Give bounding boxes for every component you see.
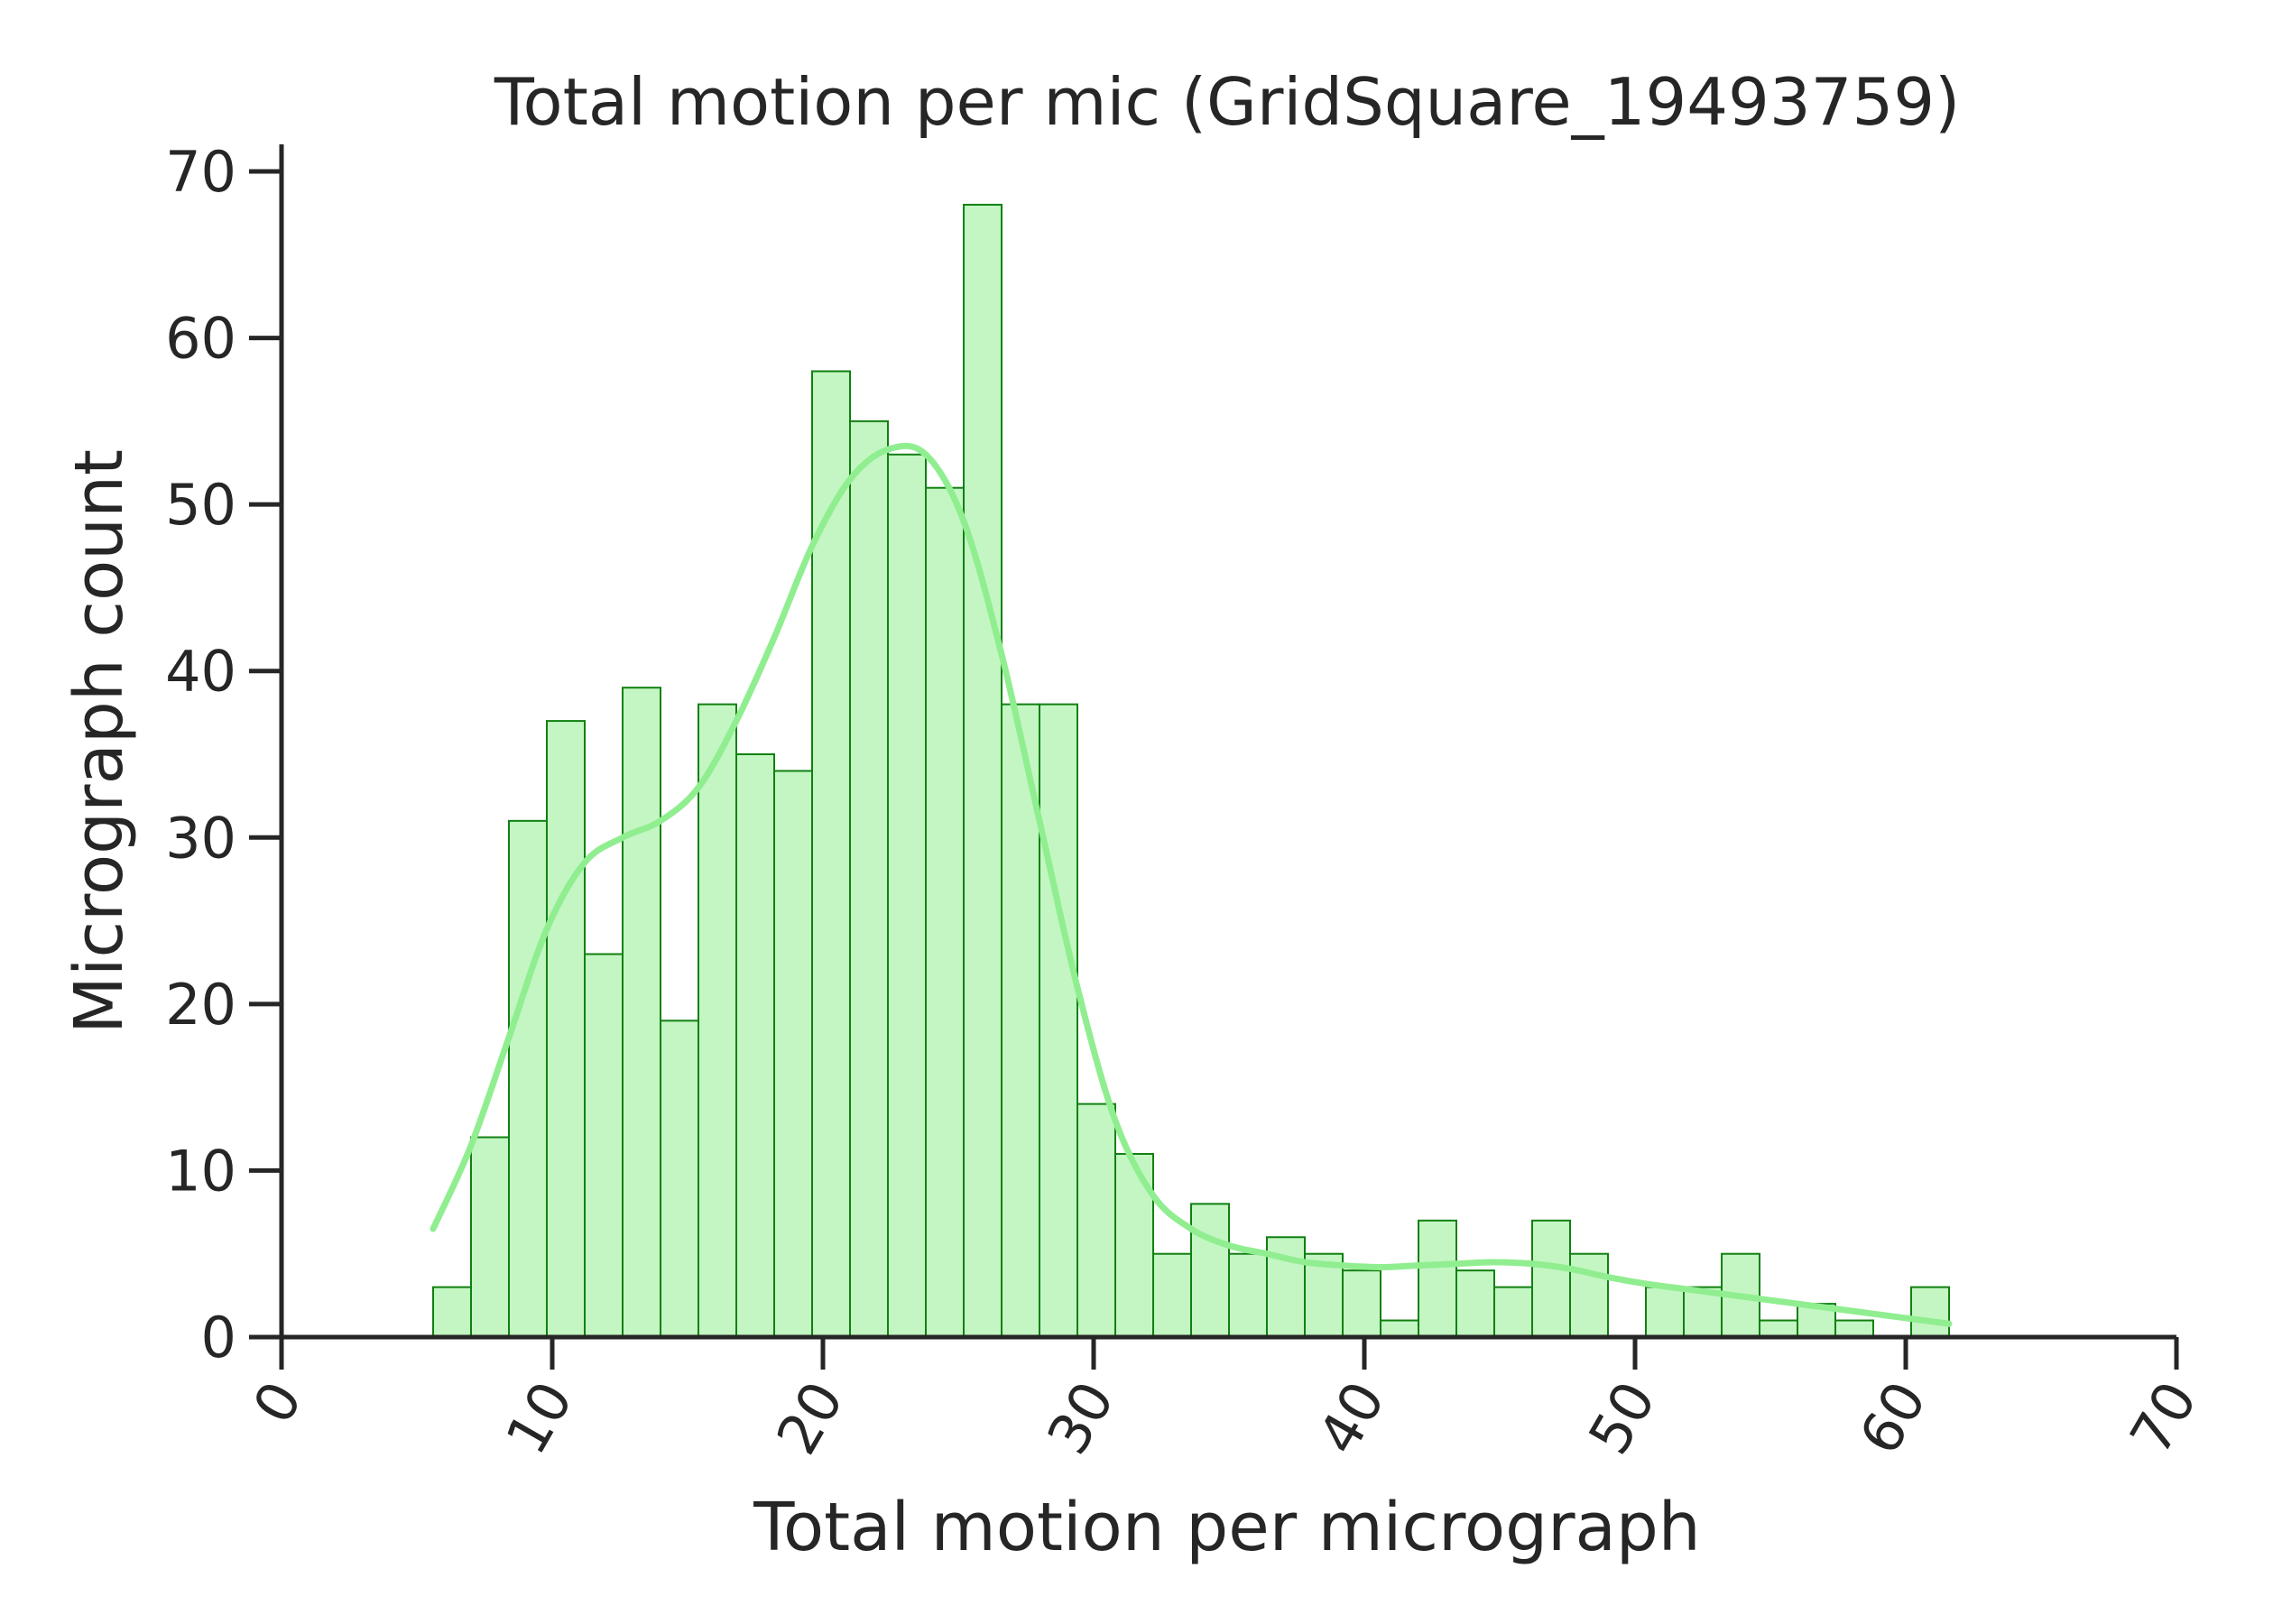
histogram-bar: [584, 953, 624, 1338]
histogram-bar: [1039, 703, 1078, 1338]
histogram-bar: [546, 720, 586, 1338]
histogram-bar: [811, 370, 851, 1338]
y-axis-label: Micrograph count: [60, 449, 138, 1034]
x-tick-label: 10: [493, 1370, 586, 1465]
histogram-bar: [660, 1020, 699, 1339]
histogram-bar: [1645, 1286, 1685, 1339]
histogram-bar: [1531, 1219, 1571, 1339]
x-tick-label: 0: [240, 1370, 315, 1435]
histogram-bar: [1076, 1103, 1116, 1338]
histogram-bar: [1455, 1269, 1495, 1339]
kde-curve: [430, 442, 1953, 1327]
x-tick-label: 50: [1575, 1370, 1668, 1465]
x-tick-label: 60: [1846, 1370, 1939, 1465]
histogram-bar: [1342, 1269, 1381, 1339]
y-tick-label: 30: [165, 805, 236, 871]
histogram-bar: [925, 486, 965, 1338]
y-tick-label: 70: [165, 139, 236, 205]
histogram-bar: [432, 1286, 472, 1339]
histogram-bar: [1418, 1219, 1457, 1339]
histogram-bar: [735, 753, 775, 1338]
histogram-bar: [1834, 1319, 1874, 1339]
histogram-bar: [887, 453, 927, 1338]
y-tick-label: 40: [165, 639, 236, 705]
histogram-bar: [963, 203, 1003, 1338]
histogram-bar: [508, 819, 548, 1338]
histogram-bar: [622, 687, 661, 1338]
y-tick-label: 60: [165, 306, 236, 372]
histogram-bar: [1569, 1252, 1609, 1338]
x-tick-label: 30: [1034, 1370, 1127, 1465]
histogram-bar: [1190, 1203, 1230, 1338]
histogram-bar: [470, 1136, 510, 1339]
histogram-bar: [1228, 1252, 1268, 1338]
y-tick-label: 0: [201, 1305, 236, 1370]
bars-group: [432, 203, 1950, 1339]
x-tick-label: 40: [1305, 1370, 1398, 1465]
chart-title: Total motion per mic (GridSquare_1949375…: [494, 64, 1960, 140]
histogram-bar: [1759, 1319, 1798, 1339]
x-axis-label: Total motion per micrograph: [753, 1489, 1700, 1566]
y-tick-label: 20: [165, 972, 236, 1038]
x-tick-label: 20: [763, 1370, 856, 1465]
histogram-bar: [1001, 703, 1040, 1338]
histogram-bar: [849, 420, 889, 1338]
histogram-bar: [1493, 1286, 1533, 1339]
x-tick-label: 70: [2117, 1370, 2210, 1465]
histogram-bar: [1152, 1252, 1192, 1338]
histogram-bar: [1910, 1286, 1950, 1339]
histogram-bar: [698, 703, 737, 1338]
y-tick-label: 10: [165, 1138, 236, 1204]
histogram-bar: [1380, 1319, 1419, 1339]
histogram-bar: [773, 770, 813, 1338]
y-tick-label: 50: [165, 472, 236, 538]
